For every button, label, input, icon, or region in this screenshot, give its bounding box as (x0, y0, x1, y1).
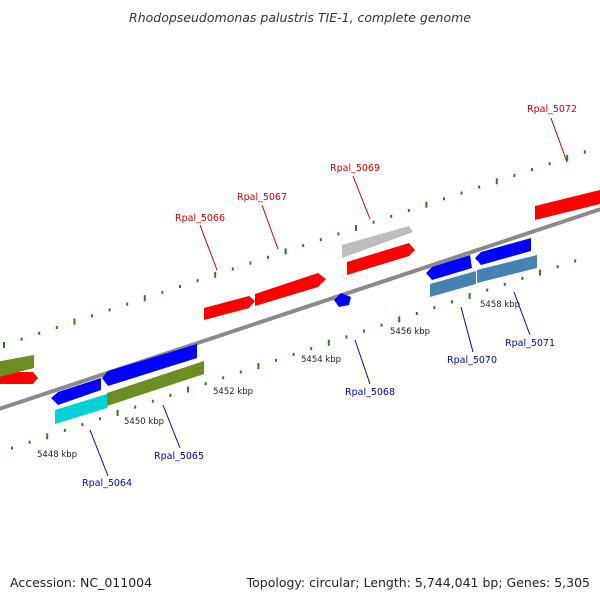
gene-arrow-blue-5068[interactable] (334, 293, 351, 307)
scale-label-5452: 5452 kbp (213, 387, 253, 397)
gene-label-5067[interactable]: Rpal_5067 (237, 192, 287, 203)
leader-line-5067 (261, 204, 279, 250)
gene-box-olive-5065[interactable] (107, 361, 204, 406)
scale-label-5458: 5458 kbp (480, 300, 520, 310)
gene-labels: Rpal_5064 Rpal_5065 Rpal_5066 Rpal_5067 … (82, 104, 577, 489)
gene-label-5068[interactable]: Rpal_5068 (345, 387, 395, 398)
accession-text: Accession: NC_011004 (10, 575, 152, 590)
gene-box-steel-5070[interactable] (430, 271, 476, 297)
gene-arrow-blue-5071[interactable] (475, 238, 531, 265)
scale-label-5454: 5454 kbp (301, 355, 341, 365)
gene-arrow-red-5072[interactable] (535, 190, 600, 220)
minus-strand-genes (0, 238, 537, 424)
gene-arrow-blue-5070[interactable] (426, 255, 472, 280)
gene-arrow-red-5069[interactable] (347, 243, 415, 275)
leader-line-5065 (162, 404, 181, 449)
scale-label-5448: 5448 kbp (37, 450, 77, 460)
leader-line-5064 (89, 429, 109, 477)
gene-arrow-blue-5065[interactable] (102, 344, 197, 386)
gene-arrow-blue-5064[interactable] (51, 378, 101, 405)
gene-label-5065[interactable]: Rpal_5065 (154, 451, 204, 462)
gene-arrow-red-5066[interactable] (204, 296, 255, 320)
gene-arrow-gray-5069[interactable] (342, 226, 413, 258)
gene-label-5072[interactable]: Rpal_5072 (527, 104, 577, 115)
topology-text: Topology: circular; Length: 5,744,041 bp… (246, 575, 590, 590)
leader-line-5070 (460, 306, 474, 353)
gene-label-5070[interactable]: Rpal_5070 (447, 355, 497, 366)
gene-arrow-red-5067[interactable] (255, 273, 326, 306)
genome-backbone-line (0, 207, 600, 411)
leader-line-5072 (550, 117, 568, 163)
scale-label-5456: 5456 kbp (390, 327, 430, 337)
outer-tick-row (3, 150, 586, 348)
leader-line-5066 (199, 224, 218, 271)
leader-line-5071 (513, 291, 531, 336)
gene-arrow-olive-left-edge[interactable] (0, 355, 34, 378)
leader-line-5068 (354, 339, 371, 385)
gene-label-5071[interactable]: Rpal_5071 (505, 338, 555, 349)
scale-label-5450: 5450 kbp (124, 417, 164, 427)
gene-arrow-red-left-edge[interactable] (0, 372, 38, 384)
inner-tick-row (11, 259, 577, 450)
gene-box-cyan-5064[interactable] (55, 394, 107, 424)
plus-strand-genes (0, 190, 600, 384)
leader-line-5069 (352, 175, 371, 220)
gene-label-5064[interactable]: Rpal_5064 (82, 478, 132, 489)
gene-label-5069[interactable]: Rpal_5069 (330, 163, 380, 174)
label-leader-lines (89, 117, 568, 477)
gene-box-steel-5071[interactable] (477, 255, 537, 283)
scale-labels: 5448 kbp 5450 kbp 5452 kbp 5454 kbp 5456… (37, 300, 520, 460)
gene-label-5066[interactable]: Rpal_5066 (175, 213, 225, 224)
map-title: Rhodopseudomonas palustris TIE-1, comple… (129, 10, 471, 25)
